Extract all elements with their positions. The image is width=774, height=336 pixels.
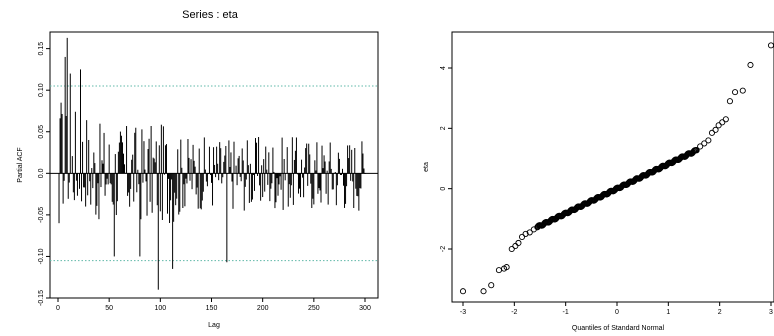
pacf-x-tick-label: 200 bbox=[257, 305, 269, 312]
qq-point bbox=[526, 229, 533, 236]
pacf-y-tick-label: -0.10 bbox=[38, 248, 45, 264]
qq-point bbox=[701, 140, 708, 147]
qq-y-tick-label: 0 bbox=[440, 187, 447, 191]
qq-point bbox=[732, 89, 739, 96]
qq-y-tick-label: 2 bbox=[440, 126, 447, 130]
qq-point bbox=[767, 42, 774, 49]
qq-x-tick-label: 0 bbox=[615, 309, 619, 316]
qq-point bbox=[693, 147, 700, 154]
qq-point bbox=[522, 230, 529, 237]
qq-point bbox=[726, 98, 733, 105]
pacf-x-tick-label: 50 bbox=[105, 305, 113, 312]
pacf-y-tick-label: 0.10 bbox=[38, 83, 45, 97]
pacf-x-tick-label: 150 bbox=[206, 305, 218, 312]
qq-point bbox=[503, 264, 510, 271]
pacf-y-axis-label: Partial ACF bbox=[17, 147, 24, 182]
pacf-y-tick-label: 0.05 bbox=[38, 125, 45, 139]
qq-point bbox=[508, 245, 515, 253]
qq-plot-frame bbox=[451, 31, 774, 303]
pacf-plot-frame bbox=[49, 31, 379, 299]
pacf-x-tick-label: 100 bbox=[154, 305, 166, 312]
pacf-chart: Series : eta 0 50 100 150 200 250 300 -0.15 -0.… bbox=[17, 9, 379, 329]
pacf-title: Series : eta bbox=[182, 9, 239, 21]
qq-x-tick-label: -3 bbox=[460, 309, 466, 316]
qq-point bbox=[708, 129, 716, 136]
qq-y-tick-label: 4 bbox=[440, 66, 447, 70]
qq-point bbox=[739, 87, 746, 94]
pacf-x-tick-label: 250 bbox=[308, 305, 320, 312]
qq-point bbox=[488, 282, 495, 289]
qq-y-axis-label: eta bbox=[423, 162, 430, 172]
qq-point bbox=[712, 126, 719, 133]
pacf-y-tick-label: -0.15 bbox=[38, 290, 45, 306]
pacf-y-tick-label: 0.0 bbox=[38, 168, 45, 178]
qq-point bbox=[715, 122, 722, 129]
qq-x-tick-label: 1 bbox=[666, 309, 670, 316]
qq-point bbox=[719, 119, 726, 126]
pacf-x-axis-label: Lag bbox=[208, 322, 220, 329]
pacf-x-tick-label: 0 bbox=[56, 305, 60, 312]
qq-point bbox=[518, 233, 526, 240]
qq-point bbox=[697, 143, 704, 150]
qq-x-axis-label: Quantiles of Standard Normal bbox=[572, 325, 665, 332]
qq-point bbox=[705, 137, 712, 144]
qq-x-tick-label: -1 bbox=[563, 309, 569, 316]
pacf-y-tick-label: 0.15 bbox=[38, 42, 45, 56]
pacf-y-tick-label: -0.05 bbox=[38, 207, 45, 223]
qq-x-tick-label: 2 bbox=[718, 309, 722, 316]
qq-y-tick-label: -2 bbox=[440, 246, 447, 252]
qq-x-tick-label: -2 bbox=[511, 309, 517, 316]
qq-point bbox=[747, 61, 754, 69]
qq-point bbox=[515, 239, 522, 247]
pacf-x-tick-label: 300 bbox=[359, 305, 371, 312]
qq-point bbox=[722, 116, 729, 123]
qq-point bbox=[480, 288, 487, 295]
qq-point bbox=[459, 288, 467, 295]
qq-x-tick-label: 3 bbox=[769, 309, 773, 316]
qq-point bbox=[495, 267, 502, 274]
qq-point bbox=[512, 242, 519, 250]
qq-chart: -3 -2 -1 0 1 2 3 -2 0 2 4 Quantiles of Standard N… bbox=[423, 31, 774, 332]
